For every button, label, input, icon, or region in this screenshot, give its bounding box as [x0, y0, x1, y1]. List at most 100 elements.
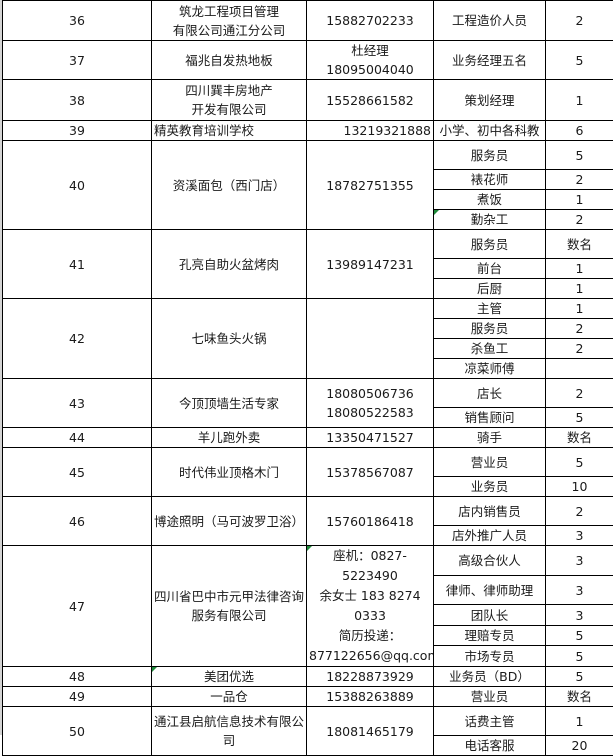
company-cell[interactable]: 四川巽丰房地产 开发有限公司: [152, 80, 307, 121]
row-number-cell[interactable]: 49: [3, 687, 152, 707]
job-title-cell[interactable]: 前台: [434, 259, 546, 279]
phone-cell[interactable]: 15882702233: [307, 1, 434, 41]
phone-cell[interactable]: 15388263889: [307, 687, 434, 707]
job-count-cell[interactable]: 数名: [546, 428, 613, 448]
row-number-cell[interactable]: 42: [3, 299, 152, 379]
job-count-cell[interactable]: 2: [546, 379, 613, 408]
job-count-cell[interactable]: 1: [546, 259, 613, 279]
row-number-cell[interactable]: 39: [3, 121, 152, 141]
phone-cell[interactable]: 15528661582: [307, 80, 434, 121]
job-title-cell[interactable]: 电话客服: [434, 736, 546, 756]
job-title-cell[interactable]: 销售顾问: [434, 408, 546, 428]
phone-cell[interactable]: 15378567087: [307, 448, 434, 497]
row-number-cell[interactable]: 43: [3, 379, 152, 428]
job-title-cell[interactable]: 服务员: [434, 319, 546, 339]
job-count-cell[interactable]: 3: [546, 575, 613, 605]
job-title-cell[interactable]: 裱花师: [434, 170, 546, 190]
job-count-cell[interactable]: 10: [546, 477, 613, 497]
row-number-cell[interactable]: 47: [3, 546, 152, 667]
phone-cell[interactable]: 18081465179: [307, 707, 434, 756]
row-number-cell[interactable]: 37: [3, 41, 152, 80]
row-number-cell[interactable]: 48: [3, 667, 152, 687]
job-count-cell[interactable]: 3: [546, 605, 613, 626]
row-number-cell[interactable]: 50: [3, 707, 152, 756]
phone-cell[interactable]: 13350471527: [307, 428, 434, 448]
job-title-cell[interactable]: 店内销售员: [434, 497, 546, 526]
job-count-cell[interactable]: 5: [546, 141, 613, 170]
company-cell[interactable]: 福兆自发热地板: [152, 41, 307, 80]
phone-cell[interactable]: 18782751355: [307, 141, 434, 230]
job-count-cell[interactable]: 1: [546, 279, 613, 299]
job-count-cell[interactable]: 1: [546, 299, 613, 319]
company-cell[interactable]: 孔亮自助火盆烤肉: [152, 230, 307, 299]
job-count-cell[interactable]: 2: [546, 1, 613, 41]
job-count-cell[interactable]: 2: [546, 319, 613, 339]
job-count-cell[interactable]: [546, 359, 613, 379]
job-count-cell[interactable]: 20: [546, 736, 613, 756]
job-count-cell[interactable]: 5: [546, 646, 613, 667]
phone-cell[interactable]: 15760186418: [307, 497, 434, 546]
row-number-cell[interactable]: 41: [3, 230, 152, 299]
phone-cell[interactable]: 18080506736 18080522583: [307, 379, 434, 428]
job-title-cell[interactable]: 理赔专员: [434, 625, 546, 646]
job-title-cell[interactable]: 勤杂工: [434, 210, 546, 230]
job-title-cell[interactable]: 服务员: [434, 141, 546, 170]
row-number-cell[interactable]: 36: [3, 1, 152, 41]
job-title-cell[interactable]: 服务员: [434, 230, 546, 259]
company-cell[interactable]: 一品仓: [152, 687, 307, 707]
company-cell[interactable]: 美团优选: [152, 667, 307, 687]
company-cell[interactable]: 资溪面包（西门店）: [152, 141, 307, 230]
row-number-cell[interactable]: 40: [3, 141, 152, 230]
row-number-cell[interactable]: 46: [3, 497, 152, 546]
company-cell[interactable]: 时代伟业顶格木门: [152, 448, 307, 497]
job-count-cell[interactable]: 2: [546, 339, 613, 359]
job-count-cell[interactable]: 1: [546, 190, 613, 210]
phone-cell[interactable]: 杜经理18095004040: [307, 41, 434, 80]
job-count-cell[interactable]: 数名: [546, 230, 613, 259]
row-number-cell[interactable]: 45: [3, 448, 152, 497]
job-count-cell[interactable]: 3: [546, 526, 613, 546]
phone-cell[interactable]: 18228873929: [307, 667, 434, 687]
job-title-cell[interactable]: 业务员（BD）: [434, 667, 546, 687]
job-title-cell[interactable]: 主管: [434, 299, 546, 319]
job-count-cell[interactable]: 2: [546, 210, 613, 230]
job-title-cell[interactable]: 市场专员: [434, 646, 546, 667]
job-count-cell[interactable]: 5: [546, 448, 613, 477]
company-cell[interactable]: 通江县启航信息技术有限公 司: [152, 707, 307, 756]
job-count-cell[interactable]: 1: [546, 80, 613, 121]
job-count-cell[interactable]: 6: [546, 121, 613, 141]
company-cell[interactable]: 七味鱼头火锅: [152, 299, 307, 379]
job-title-cell[interactable]: 策划经理: [434, 80, 546, 121]
job-title-cell[interactable]: 店长: [434, 379, 546, 408]
company-cell[interactable]: 博途照明（马可波罗卫浴）: [152, 497, 307, 546]
phone-cell[interactable]: 座机：0827-5223490 余女士 183 8274 0333 简历投递： …: [307, 546, 434, 667]
phone-cell[interactable]: 13989147231: [307, 230, 434, 299]
company-cell[interactable]: 四川省巴中市元甲法律咨询 服务有限公司: [152, 546, 307, 667]
job-title-cell[interactable]: 团队长: [434, 605, 546, 626]
job-title-cell[interactable]: 煮饭: [434, 190, 546, 210]
job-count-cell[interactable]: 2: [546, 497, 613, 526]
job-count-cell[interactable]: 5: [546, 667, 613, 687]
job-title-cell[interactable]: 话费主管: [434, 707, 546, 736]
job-title-cell[interactable]: 业务员: [434, 477, 546, 497]
company-cell[interactable]: 筑龙工程项目管理 有限公司通江分公司: [152, 1, 307, 41]
job-count-cell[interactable]: 5: [546, 41, 613, 80]
job-title-cell[interactable]: 营业员: [434, 448, 546, 477]
job-title-cell[interactable]: 小学、初中各科教: [434, 121, 546, 141]
job-count-cell[interactable]: 数名: [546, 687, 613, 707]
company-cell[interactable]: 精英教育培训学校: [152, 121, 307, 141]
job-title-cell[interactable]: 凉菜师傅: [434, 359, 546, 379]
row-number-cell[interactable]: 38: [3, 80, 152, 121]
company-cell[interactable]: 羊儿跑外卖: [152, 428, 307, 448]
job-count-cell[interactable]: 2: [546, 170, 613, 190]
job-count-cell[interactable]: 3: [546, 546, 613, 576]
job-count-cell[interactable]: 1: [546, 707, 613, 736]
phone-cell[interactable]: 13219321888: [307, 121, 434, 141]
job-title-cell[interactable]: 工程造价人员: [434, 1, 546, 41]
job-title-cell[interactable]: 业务经理五名: [434, 41, 546, 80]
job-title-cell[interactable]: 后厨: [434, 279, 546, 299]
company-cell[interactable]: 今顶顶墙生活专家: [152, 379, 307, 428]
job-title-cell[interactable]: 律师、律师助理: [434, 575, 546, 605]
job-title-cell[interactable]: 营业员: [434, 687, 546, 707]
job-title-cell[interactable]: 骑手: [434, 428, 546, 448]
